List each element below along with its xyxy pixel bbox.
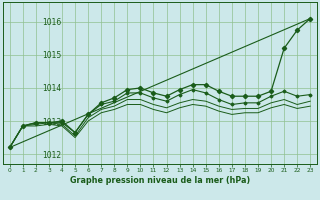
X-axis label: Graphe pression niveau de la mer (hPa): Graphe pression niveau de la mer (hPa) xyxy=(70,176,250,185)
